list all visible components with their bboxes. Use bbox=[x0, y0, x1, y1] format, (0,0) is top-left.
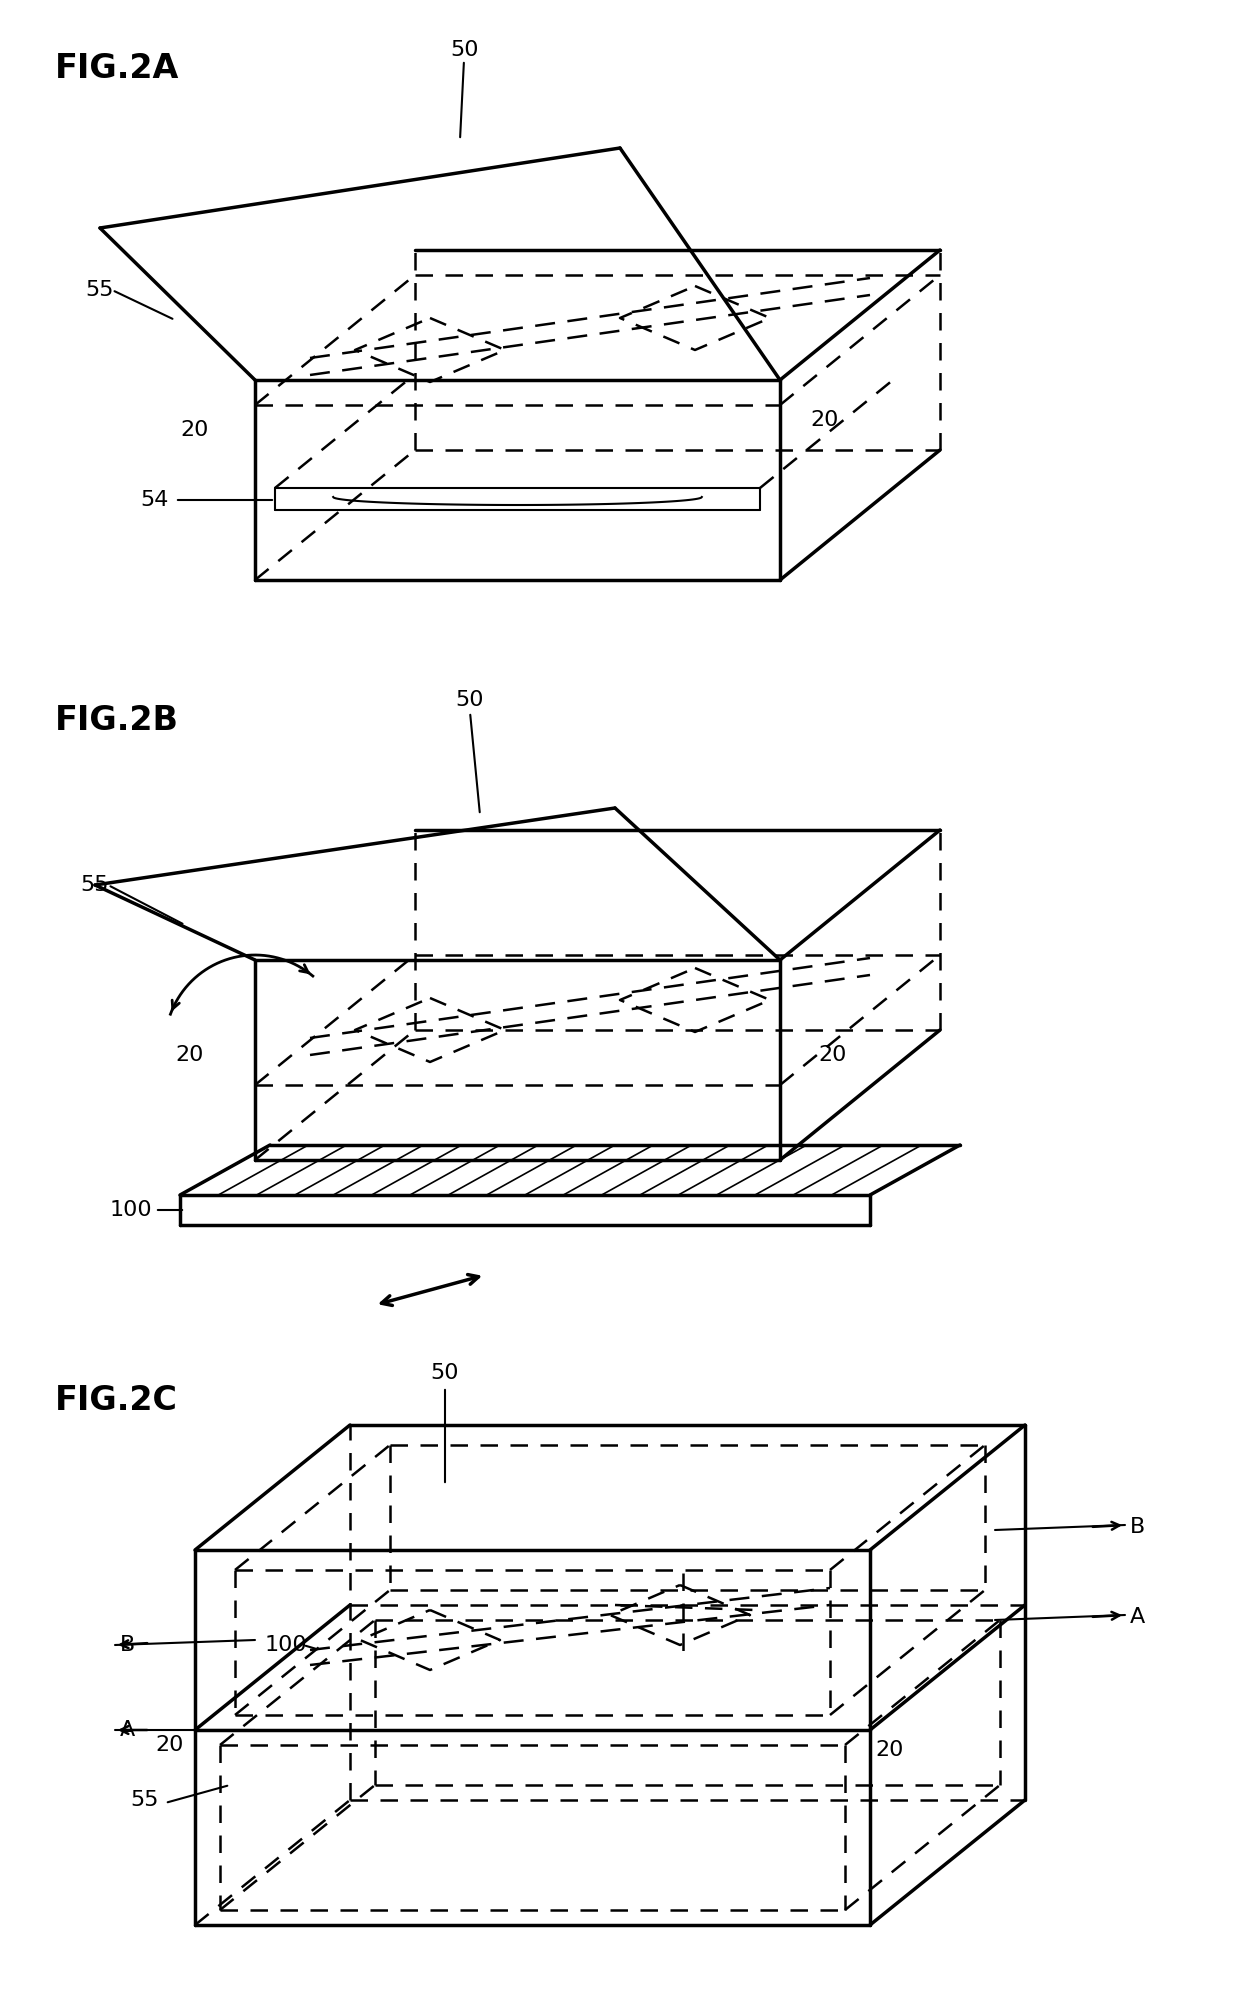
Text: 20: 20 bbox=[810, 410, 838, 430]
Text: A: A bbox=[1130, 1608, 1146, 1626]
Text: FIG.2A: FIG.2A bbox=[55, 52, 180, 84]
Text: 50: 50 bbox=[455, 689, 484, 710]
Text: 55: 55 bbox=[81, 874, 109, 894]
Text: 100: 100 bbox=[110, 1200, 153, 1220]
Text: 50: 50 bbox=[450, 40, 479, 60]
Text: 20: 20 bbox=[175, 1045, 203, 1065]
Text: B: B bbox=[120, 1634, 135, 1654]
Text: FIG.2C: FIG.2C bbox=[55, 1383, 179, 1417]
Text: 20: 20 bbox=[155, 1735, 184, 1755]
Text: 100: 100 bbox=[265, 1634, 308, 1654]
Text: A: A bbox=[120, 1721, 135, 1741]
Text: 20: 20 bbox=[818, 1045, 847, 1065]
Text: B: B bbox=[1130, 1518, 1146, 1538]
Text: 50: 50 bbox=[430, 1363, 459, 1383]
Text: 54: 54 bbox=[140, 490, 169, 511]
Text: 55: 55 bbox=[130, 1791, 159, 1809]
Text: FIG.2B: FIG.2B bbox=[55, 704, 179, 736]
Text: 20: 20 bbox=[180, 420, 208, 440]
Text: 55: 55 bbox=[86, 279, 114, 299]
Text: 20: 20 bbox=[875, 1741, 904, 1761]
